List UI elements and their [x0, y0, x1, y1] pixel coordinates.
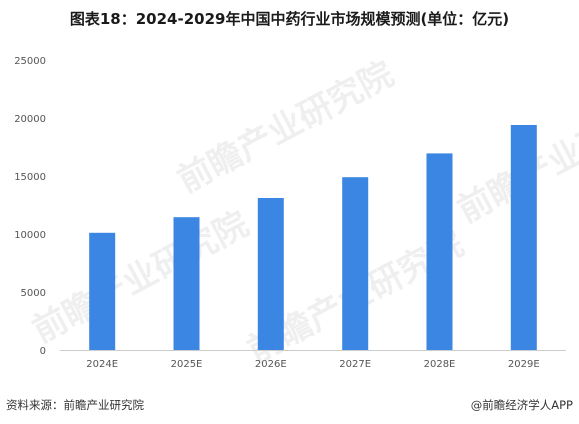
bar-2026E [257, 198, 284, 350]
x-tick-label: 2024E [86, 359, 118, 370]
y-axis: 0 5000 10000 15000 20000 25000 [14, 56, 46, 357]
source-note: 资料来源：前瞻产业研究院 [6, 398, 144, 412]
bar-2029E [510, 125, 537, 350]
y-tick-label: 25000 [14, 56, 46, 67]
x-axis: 2024E 2025E 2026E 2027E 2028E 2029E [86, 359, 539, 370]
y-tick-label: 10000 [14, 230, 46, 241]
y-tick-label: 20000 [14, 114, 46, 125]
bar-2028E [426, 153, 453, 350]
x-tick-label: 2029E [508, 359, 540, 370]
bar-series [89, 125, 537, 350]
bar-2025E [173, 217, 200, 350]
x-tick-label: 2026E [255, 359, 287, 370]
bar-2027E [342, 177, 369, 350]
brand-credit: @前瞻经济学人APP [470, 398, 573, 412]
bar-2024E [89, 232, 116, 350]
y-tick-label: 0 [40, 346, 46, 357]
x-tick-label: 2027E [339, 359, 371, 370]
y-tick-label: 5000 [21, 288, 46, 299]
x-tick-label: 2028E [424, 359, 456, 370]
chart-title: 图表18：2024-2029年中国中药行业市场规模预测(单位：亿元) [69, 10, 510, 28]
x-tick-label: 2025E [171, 359, 203, 370]
y-tick-label: 15000 [14, 172, 46, 183]
